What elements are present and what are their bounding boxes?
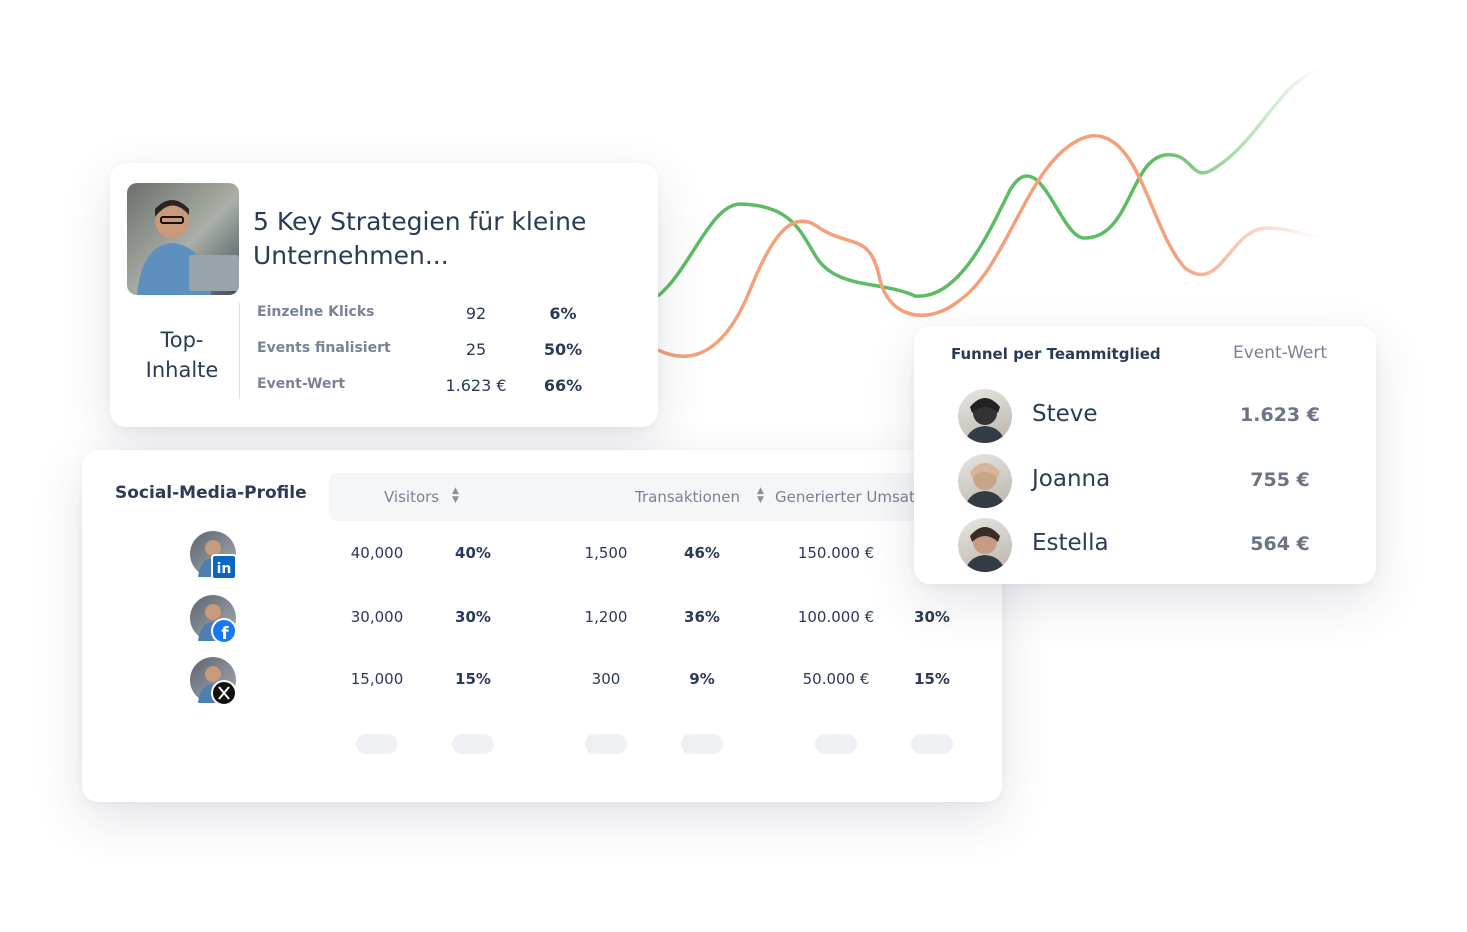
table-header (329, 473, 1002, 521)
cell: 50.000 € (802, 670, 870, 688)
svg-text:in: in (217, 561, 232, 577)
cell: 46% (684, 544, 720, 562)
stat-share: 6% (549, 304, 577, 323)
member-value: 1.623 € (1240, 404, 1320, 426)
column-header: Generierter Umsatz (775, 488, 923, 506)
placeholder (356, 734, 398, 754)
stat-value: 1.623 € (445, 376, 507, 395)
cell: 1,500 (584, 544, 628, 562)
content-image (127, 183, 239, 295)
cell: 30% (455, 608, 491, 626)
stat-value: 25 (465, 340, 487, 359)
cell: 40% (455, 544, 491, 562)
placeholder (585, 734, 627, 754)
member-name: Estella (1032, 530, 1109, 556)
member-name: Joanna (1032, 466, 1111, 492)
section-label: Top-Inhalte (145, 328, 219, 382)
cell: 100.000 € (797, 608, 875, 626)
profile-avatar: f (190, 595, 237, 644)
svg-text:f: f (221, 624, 229, 644)
cell: 300 (591, 670, 621, 688)
stat-label: Event-Wert (257, 376, 346, 392)
stat-value: 92 (465, 304, 487, 323)
member-avatar (958, 518, 1012, 572)
sort-icon[interactable]: ▲ ▼ (757, 486, 764, 505)
sort-icon[interactable]: ▲ ▼ (452, 486, 459, 505)
funnel-value-header: Event-Wert (1232, 343, 1328, 363)
column-header: Visitors (384, 488, 440, 506)
cell: 9% (689, 670, 715, 688)
profile-avatar (190, 657, 237, 706)
stat-share: 50% (543, 340, 583, 359)
orange-line (657, 134, 1321, 358)
stat-label: Einzelne Klicks (257, 304, 375, 320)
member-avatar (958, 389, 1012, 443)
stat-label: Events finalisiert (257, 340, 391, 356)
cell: 15,000 (350, 670, 404, 688)
social-card: Social-Media-Profile Visitors ▲ ▼ Transakti… (82, 450, 1002, 802)
placeholder (911, 734, 953, 754)
cell: 36% (684, 608, 720, 626)
person-illustration (137, 200, 239, 295)
funnel-card: Funnel per Teammitglied Event-Wert Steve… (914, 326, 1376, 584)
content-title: 5 Key Strategien für kleine Unternehmen.… (253, 207, 587, 270)
green-line (656, 68, 1321, 298)
member-avatar (958, 454, 1012, 508)
member-name: Steve (1032, 401, 1098, 427)
placeholder (815, 734, 857, 754)
placeholder (452, 734, 494, 754)
cell: 40,000 (350, 544, 404, 562)
member-value: 755 € (1250, 469, 1310, 491)
column-header: Transaktionen (635, 488, 740, 506)
cell: 30% (914, 608, 950, 626)
profile-avatar: in (190, 531, 237, 580)
funnel-title: Funnel per Teammitglied (951, 345, 1161, 363)
member-value: 564 € (1250, 533, 1310, 555)
placeholder (681, 734, 723, 754)
top-content-card: 5 Key Strategien für kleine Unternehmen.… (110, 163, 658, 427)
social-title: Social-Media-Profile (115, 483, 307, 503)
cell: 30,000 (350, 608, 404, 626)
divider (239, 303, 240, 399)
cell: 1,200 (584, 608, 628, 626)
cell: 150.000 € (797, 544, 875, 562)
stat-share: 66% (543, 376, 583, 395)
cell: 15% (914, 670, 950, 688)
cell: 15% (455, 670, 491, 688)
